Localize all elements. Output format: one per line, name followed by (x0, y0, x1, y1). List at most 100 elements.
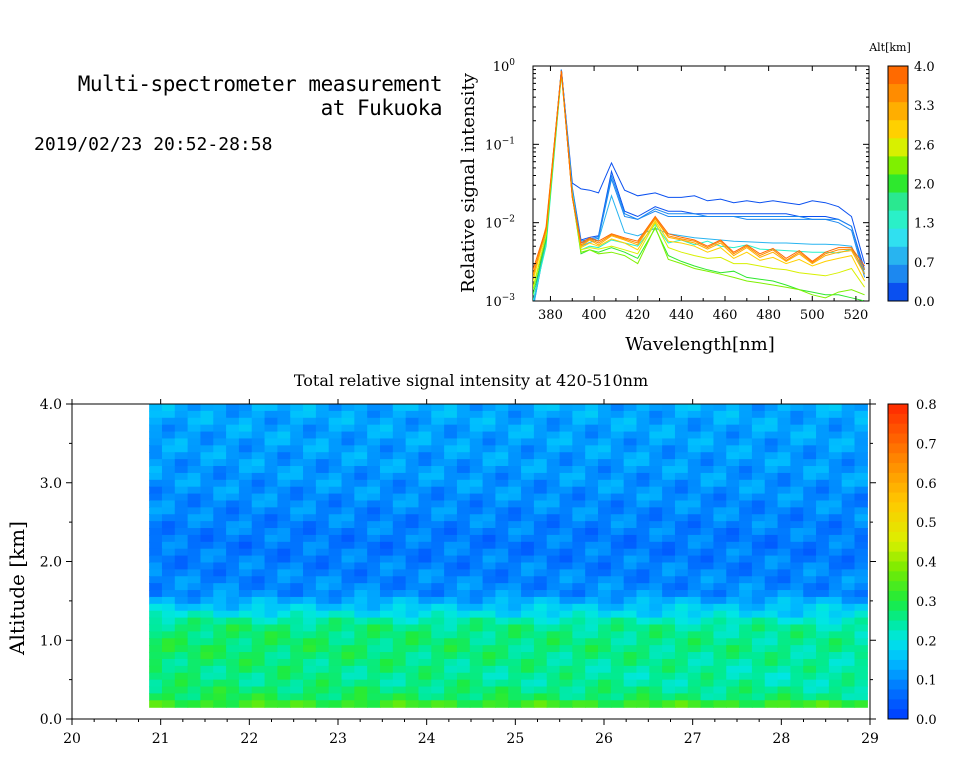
heatmap-cell (508, 438, 522, 446)
heatmap-cell (751, 445, 766, 453)
heatmap-cell (854, 610, 868, 619)
heatmap-cell (585, 665, 599, 674)
heatmap-cell (559, 534, 573, 543)
heatmap-cell (264, 624, 278, 632)
heatmap-cell (816, 486, 830, 495)
heatmap-cell (405, 617, 420, 626)
heatmap-cell (482, 679, 497, 688)
heatmap-cell (200, 679, 214, 688)
heatmap-cell (751, 459, 766, 467)
altitude-colorbar-swatch (888, 264, 908, 284)
heatmap-cell (803, 507, 817, 515)
heatmap-cell (585, 514, 599, 522)
heatmap-cell (803, 583, 817, 591)
heatmap-cell (367, 700, 381, 708)
heatmap-cell (482, 500, 497, 508)
heatmap-cell (700, 417, 715, 426)
heatmap-cell (187, 431, 202, 440)
heatmap-cell (610, 410, 625, 419)
heatmap-cell (418, 521, 432, 529)
heatmap-cell (841, 445, 856, 453)
heatmap-cell (623, 486, 638, 495)
heatmap-cell (200, 541, 214, 550)
heatmap-cell (290, 466, 304, 474)
heatmap-cell (598, 459, 612, 467)
heatmap-cell (238, 610, 253, 619)
heatmap-cell (803, 693, 817, 701)
spectrum-series-line-0 (533, 69, 866, 301)
heatmap-cell (546, 417, 561, 426)
heatmap-cell (790, 617, 804, 626)
heatmap-cell (341, 624, 355, 632)
heatmap-cell (290, 445, 304, 453)
heatmap-cell (585, 562, 599, 570)
heatmap-cell (238, 417, 253, 426)
heatmap-cell (687, 645, 702, 653)
heatmap-cell (251, 645, 266, 653)
heatmap-cell (764, 534, 779, 543)
heatmap-cell (803, 603, 817, 612)
heatmap-cell (251, 493, 266, 502)
heatmap-cell (238, 507, 253, 515)
heatmap-cell (636, 624, 650, 632)
heatmap-cell (405, 507, 420, 515)
heatmap-cell (315, 679, 330, 688)
heatmap-cell (508, 534, 522, 543)
heatmap-cell (623, 603, 638, 612)
spectrum-x-tick-label: 420 (625, 308, 650, 323)
heatmap-cell (828, 652, 843, 660)
heatmap-cell (379, 521, 394, 529)
heatmap-cell (303, 686, 317, 695)
altitude-colorbar-swatch (888, 84, 908, 103)
heatmap-cell (546, 624, 561, 632)
heatmap-cell (303, 479, 317, 488)
heatmap-cell (636, 603, 650, 612)
heatmap-cell (803, 500, 817, 508)
heatmap-cell (687, 631, 702, 639)
heatmap-cell (418, 424, 432, 433)
heatmap-cell (521, 590, 535, 598)
heatmap-cell (726, 693, 740, 701)
heatmap-cell (354, 417, 368, 426)
heatmap-cell (610, 438, 625, 446)
heatmap-cell (187, 679, 202, 688)
altitude-colorbar-swatch (888, 210, 908, 230)
heatmap-cell (739, 521, 753, 529)
heatmap-cell (392, 679, 407, 688)
heatmap-cell (662, 466, 676, 474)
heatmap-cell (636, 424, 650, 433)
heatmap-cell (700, 631, 715, 639)
heatmap-cell (739, 555, 753, 564)
heatmap-cell (418, 562, 432, 570)
heatmap-cell (379, 665, 394, 674)
heatmap-y-tick-label: 1.0 (40, 633, 62, 649)
heatmap-cell (418, 652, 432, 660)
heatmap-cell (751, 576, 766, 584)
heatmap-cell (405, 417, 420, 426)
heatmap-cell (161, 610, 176, 619)
heatmap-cell (623, 693, 638, 701)
spectrum-series-line-2 (533, 69, 866, 301)
heatmap-cell (315, 479, 330, 488)
heatmap-cell (482, 404, 497, 412)
title-line-2: at Fukuoka (320, 96, 443, 120)
heatmap-cell (392, 583, 407, 591)
heatmap-cell (226, 452, 240, 460)
intensity-colorbar-swatch (888, 659, 908, 671)
heatmap-cell (816, 548, 830, 557)
heatmap-cell (341, 452, 355, 460)
intensity-colorbar-tick-label: 0.7 (916, 437, 937, 452)
heatmap-cell (226, 590, 240, 598)
heatmap-cell (469, 679, 484, 688)
heatmap-cell (777, 493, 791, 502)
heatmap-cell (777, 459, 791, 467)
heatmap-cell (187, 438, 202, 446)
heatmap-cell (495, 672, 509, 681)
heatmap-cell (764, 645, 779, 653)
heatmap-cell (226, 548, 240, 557)
heatmap-cell (610, 493, 625, 502)
heatmap-cell (508, 665, 522, 674)
heatmap-cell (726, 590, 740, 598)
heatmap-cell (469, 569, 484, 577)
heatmap-cell (598, 534, 612, 543)
